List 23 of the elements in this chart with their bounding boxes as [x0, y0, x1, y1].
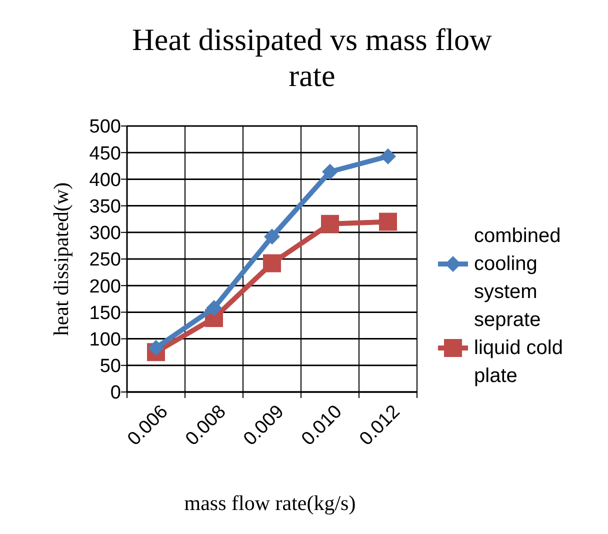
- y-tick-label: 450: [89, 143, 121, 164]
- point: [322, 164, 338, 180]
- y-tick-label: 350: [89, 196, 121, 218]
- point: [380, 148, 396, 164]
- point: [264, 228, 280, 245]
- point: [148, 340, 164, 356]
- y-tick-label: 200: [89, 276, 121, 298]
- y-tick-label: 0: [110, 382, 121, 404]
- point: [263, 254, 281, 272]
- y-tick-label: 50: [100, 356, 121, 378]
- chart-title: Heat dissipated vs mass flow rate: [132, 22, 493, 93]
- y-tick-label: 100: [89, 329, 121, 350]
- y-axis-title: heat dissipated(w): [49, 182, 73, 336]
- point: [206, 300, 222, 316]
- point: [321, 214, 339, 233]
- y-tick-label: 300: [89, 223, 121, 244]
- y-tick-label: 150: [89, 302, 121, 324]
- y-tick-label: 250: [89, 250, 121, 271]
- x-axis-title: mass flow rate(kg/s): [184, 491, 356, 515]
- point: [379, 212, 397, 231]
- y-tick-label: 500: [89, 116, 121, 138]
- legend-label: seprate liquid cold plate: [474, 309, 563, 387]
- y-tick-label: 400: [89, 170, 121, 191]
